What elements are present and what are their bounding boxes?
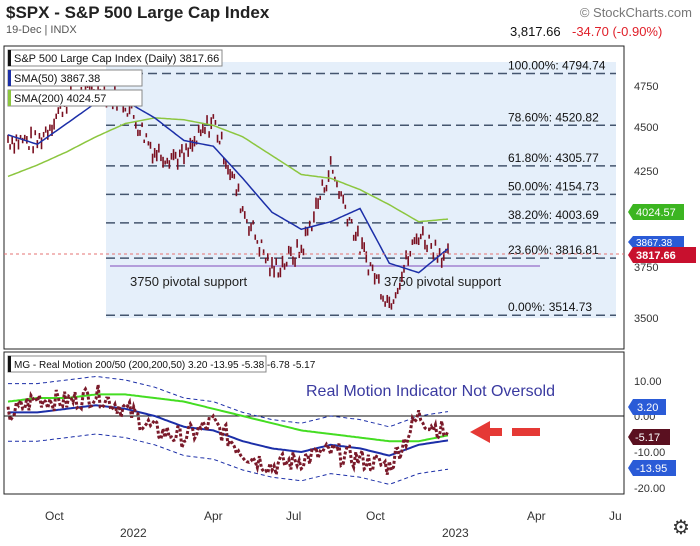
badge-lower-text: -13.95: [636, 463, 667, 475]
indicator-tick: 10.00: [634, 376, 662, 388]
badge-mid-text: -5.17: [635, 432, 660, 444]
badge-lower: -13.95: [628, 460, 676, 476]
x-label: 2023: [442, 526, 469, 540]
indicator-legend-text: MG - Real Motion 200/50 (200,200,50) 3.2…: [14, 360, 316, 371]
badge-upper-text: 3.20: [637, 402, 658, 414]
badge-sma200-text: 4024.57: [636, 207, 676, 219]
rm-lower-band: [8, 433, 449, 485]
chart-title: $SPX - S&P 500 Large Cap Index: [6, 3, 270, 22]
fib-label: 38.20%: 4003.69: [508, 208, 599, 222]
chart-header: $SPX - S&P 500 Large Cap Index 19-Dec | …: [0, 0, 700, 46]
fib-label: 100.00%: 4794.74: [508, 59, 606, 73]
support-label-right: 3750 pivotal support: [384, 274, 501, 289]
badge-last-text: 3817.66: [636, 250, 676, 262]
price-tick: 3500: [634, 313, 658, 325]
fib-label: 50.00%: 4154.73: [508, 179, 599, 193]
badge-sma50-text: 3867.38: [636, 238, 673, 249]
price-y-axis: 4750 4500 4250 3750 3500: [634, 81, 658, 325]
x-label: 2022: [120, 526, 147, 540]
indicator-y-axis: 10.00 0.00 -10.00 -20.00: [634, 376, 665, 495]
x-label: Ju: [609, 509, 622, 523]
indicator-panel-frame: [3, 351, 625, 495]
price-tick: 4750: [634, 81, 658, 93]
x-label: Oct: [366, 509, 385, 523]
rm-green-line: [7, 393, 449, 443]
legend-index: S&P 500 Large Cap Index (Daily) 3817.66: [14, 53, 219, 65]
indicator-tick: -20.00: [634, 483, 665, 495]
sma200-line: [7, 117, 449, 223]
indicator-legend: MG - Real Motion 200/50 (200,200,50) 3.2…: [7, 355, 316, 373]
price-tick: 4500: [634, 122, 658, 134]
sma50-line: [7, 100, 449, 274]
fib-label: 23.60%: 3816.81: [508, 243, 599, 257]
legend-sma200: SMA(200) 4024.57: [14, 93, 106, 105]
x-label: Apr: [204, 509, 223, 523]
chart-subtitle: 19-Dec | INDX: [6, 24, 77, 36]
brand-watermark: © StockCharts.com: [579, 5, 692, 20]
gear-icon[interactable]: ⚙: [672, 517, 690, 539]
badge-last: 3817.66: [628, 247, 696, 263]
indicator-tick: -10.00: [634, 447, 665, 459]
fib-label: 0.00%: 3514.73: [508, 300, 592, 314]
x-label: Apr: [527, 509, 546, 523]
fib-label: 78.60%: 4520.82: [508, 110, 599, 124]
price-change: -34.70 (-0.90%): [572, 24, 663, 39]
last-price: 3,817.66: [510, 24, 561, 39]
x-axis: Oct 2022 Apr Jul Oct 2023 Apr Ju: [45, 509, 622, 540]
x-label: Oct: [45, 509, 64, 523]
legend-sma50: SMA(50) 3867.38: [14, 73, 100, 85]
badge-mid: -5.17: [628, 429, 670, 445]
fib-label: 61.80%: 4305.77: [508, 151, 599, 165]
badge-upper: 3.20: [628, 399, 666, 415]
price-tick: 4250: [634, 166, 658, 178]
x-label: Jul: [286, 509, 301, 523]
price-legend: S&P 500 Large Cap Index (Daily) 3817.66 …: [7, 49, 223, 107]
rm-dotted-line: [6, 384, 450, 477]
price-tick: 3750: [634, 262, 658, 274]
support-label-left: 3750 pivotal support: [130, 274, 247, 289]
rm-upper-band: [8, 375, 449, 428]
indicator-annotation: Real Motion Indicator Not Oversold: [306, 383, 555, 400]
badge-sma50: 3867.38: [628, 236, 684, 249]
badge-sma200: 4024.57: [628, 204, 684, 220]
red-arrow: [470, 421, 540, 443]
